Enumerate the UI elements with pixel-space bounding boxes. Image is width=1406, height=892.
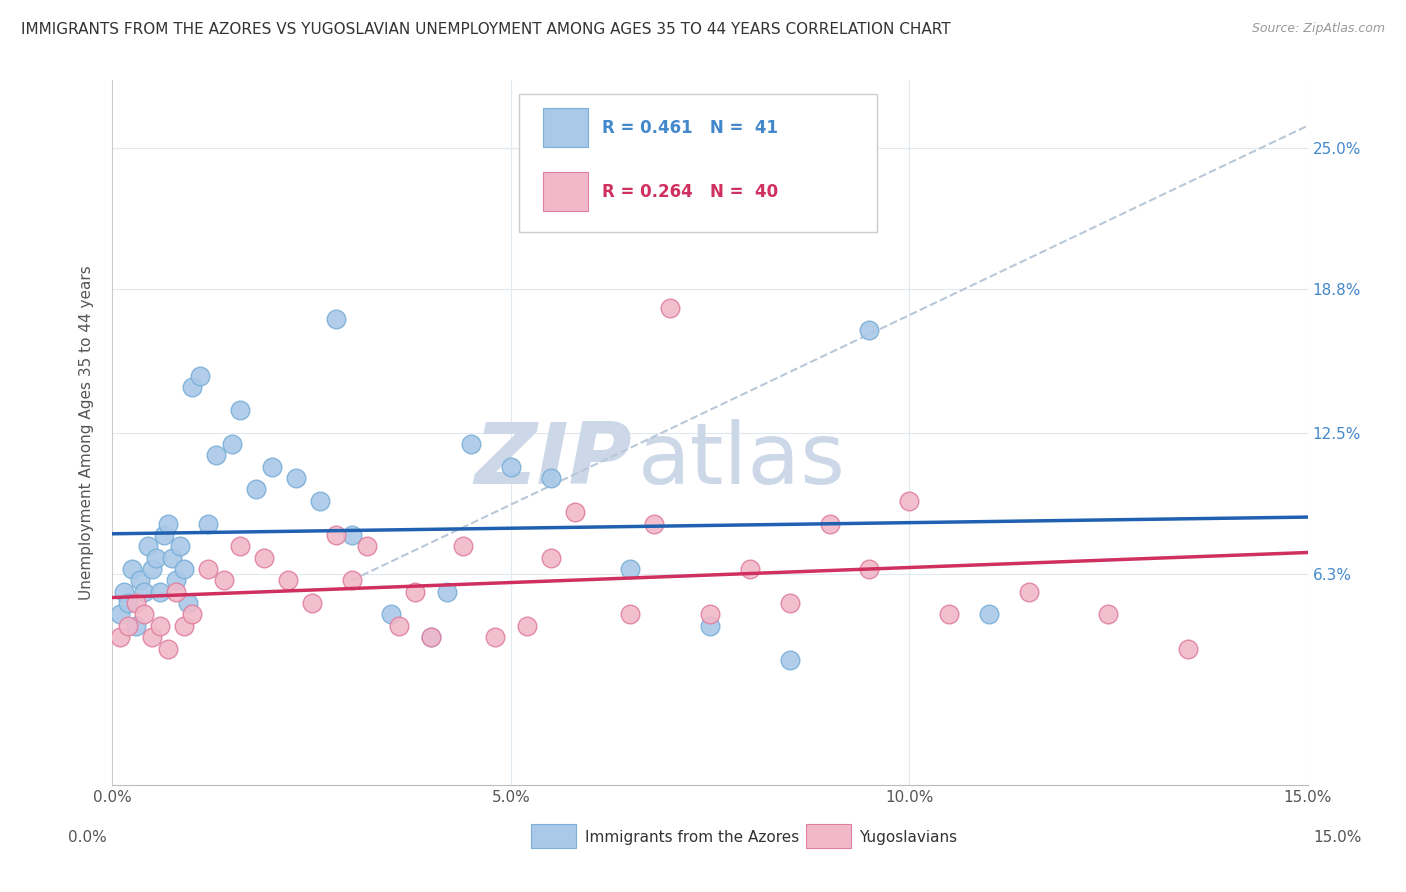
Point bbox=[149, 584, 172, 599]
Point bbox=[388, 619, 411, 633]
Point bbox=[110, 630, 132, 644]
Point bbox=[1018, 584, 1040, 599]
Point bbox=[699, 607, 721, 622]
Point bbox=[540, 550, 562, 565]
Point bbox=[460, 437, 482, 451]
Point bbox=[149, 619, 172, 633]
Text: 15.0%: 15.0% bbox=[1313, 830, 1362, 846]
Point bbox=[779, 653, 801, 667]
Point bbox=[173, 562, 195, 576]
Point bbox=[125, 619, 148, 633]
Text: ZIP: ZIP bbox=[475, 419, 633, 502]
Point bbox=[138, 539, 160, 553]
Point bbox=[301, 596, 323, 610]
Point bbox=[699, 619, 721, 633]
Point bbox=[245, 483, 267, 497]
Point bbox=[253, 550, 276, 565]
Point bbox=[134, 607, 156, 622]
Point bbox=[141, 562, 163, 576]
Point bbox=[153, 528, 176, 542]
Text: Yugoslavians: Yugoslavians bbox=[859, 830, 957, 846]
Text: Immigrants from the Azores: Immigrants from the Azores bbox=[585, 830, 799, 846]
Point bbox=[162, 550, 183, 565]
Bar bbox=[531, 823, 576, 848]
Point bbox=[643, 516, 665, 531]
Point bbox=[260, 459, 283, 474]
Text: IMMIGRANTS FROM THE AZORES VS YUGOSLAVIAN UNEMPLOYMENT AMONG AGES 35 TO 44 YEARS: IMMIGRANTS FROM THE AZORES VS YUGOSLAVIA… bbox=[21, 22, 950, 37]
Point bbox=[134, 584, 156, 599]
Point bbox=[181, 607, 204, 622]
Point bbox=[110, 607, 132, 622]
Point bbox=[117, 619, 139, 633]
Point bbox=[165, 574, 187, 588]
Point bbox=[420, 630, 443, 644]
Point bbox=[779, 596, 801, 610]
Point bbox=[165, 584, 187, 599]
Text: atlas: atlas bbox=[638, 419, 846, 502]
Point bbox=[129, 574, 152, 588]
Point bbox=[451, 539, 474, 553]
Point bbox=[484, 630, 506, 644]
Point bbox=[898, 493, 921, 508]
Point bbox=[188, 368, 211, 383]
Point bbox=[197, 562, 219, 576]
Point bbox=[325, 312, 347, 326]
Point bbox=[420, 630, 443, 644]
Point bbox=[173, 619, 195, 633]
Point bbox=[1097, 607, 1119, 622]
Point bbox=[938, 607, 960, 622]
Text: R = 0.461   N =  41: R = 0.461 N = 41 bbox=[603, 120, 779, 137]
Point bbox=[516, 619, 538, 633]
FancyBboxPatch shape bbox=[519, 95, 877, 232]
Point bbox=[117, 596, 139, 610]
Point bbox=[229, 403, 252, 417]
Point bbox=[659, 301, 682, 315]
Point bbox=[858, 562, 880, 576]
Point bbox=[125, 596, 148, 610]
Point bbox=[277, 574, 299, 588]
Point bbox=[1177, 641, 1199, 656]
Point bbox=[221, 437, 243, 451]
Point bbox=[325, 528, 347, 542]
Point bbox=[141, 630, 163, 644]
Bar bbox=[543, 172, 588, 211]
Point bbox=[197, 516, 219, 531]
Point bbox=[619, 562, 641, 576]
Text: R = 0.264   N =  40: R = 0.264 N = 40 bbox=[603, 183, 779, 201]
Point bbox=[212, 574, 235, 588]
Point bbox=[229, 539, 252, 553]
Point bbox=[121, 562, 143, 576]
Point bbox=[564, 505, 586, 519]
Text: 0.0%: 0.0% bbox=[67, 830, 107, 846]
Point bbox=[818, 516, 841, 531]
Point bbox=[114, 584, 135, 599]
Point bbox=[436, 584, 458, 599]
Point bbox=[619, 607, 641, 622]
Bar bbox=[806, 823, 851, 848]
Point bbox=[308, 493, 330, 508]
Point bbox=[404, 584, 426, 599]
Point bbox=[340, 528, 363, 542]
Bar bbox=[543, 109, 588, 147]
Point bbox=[157, 516, 180, 531]
Point bbox=[356, 539, 378, 553]
Point bbox=[340, 574, 363, 588]
Point bbox=[145, 550, 167, 565]
Point bbox=[181, 380, 204, 394]
Point bbox=[169, 539, 191, 553]
Text: Source: ZipAtlas.com: Source: ZipAtlas.com bbox=[1251, 22, 1385, 36]
Point bbox=[499, 459, 522, 474]
Point bbox=[177, 596, 200, 610]
Point bbox=[284, 471, 307, 485]
Point bbox=[738, 562, 761, 576]
Point bbox=[380, 607, 402, 622]
Point bbox=[157, 641, 180, 656]
Point bbox=[858, 323, 880, 337]
Point bbox=[977, 607, 1000, 622]
Y-axis label: Unemployment Among Ages 35 to 44 years: Unemployment Among Ages 35 to 44 years bbox=[79, 265, 94, 600]
Point bbox=[540, 471, 562, 485]
Point bbox=[205, 448, 228, 462]
